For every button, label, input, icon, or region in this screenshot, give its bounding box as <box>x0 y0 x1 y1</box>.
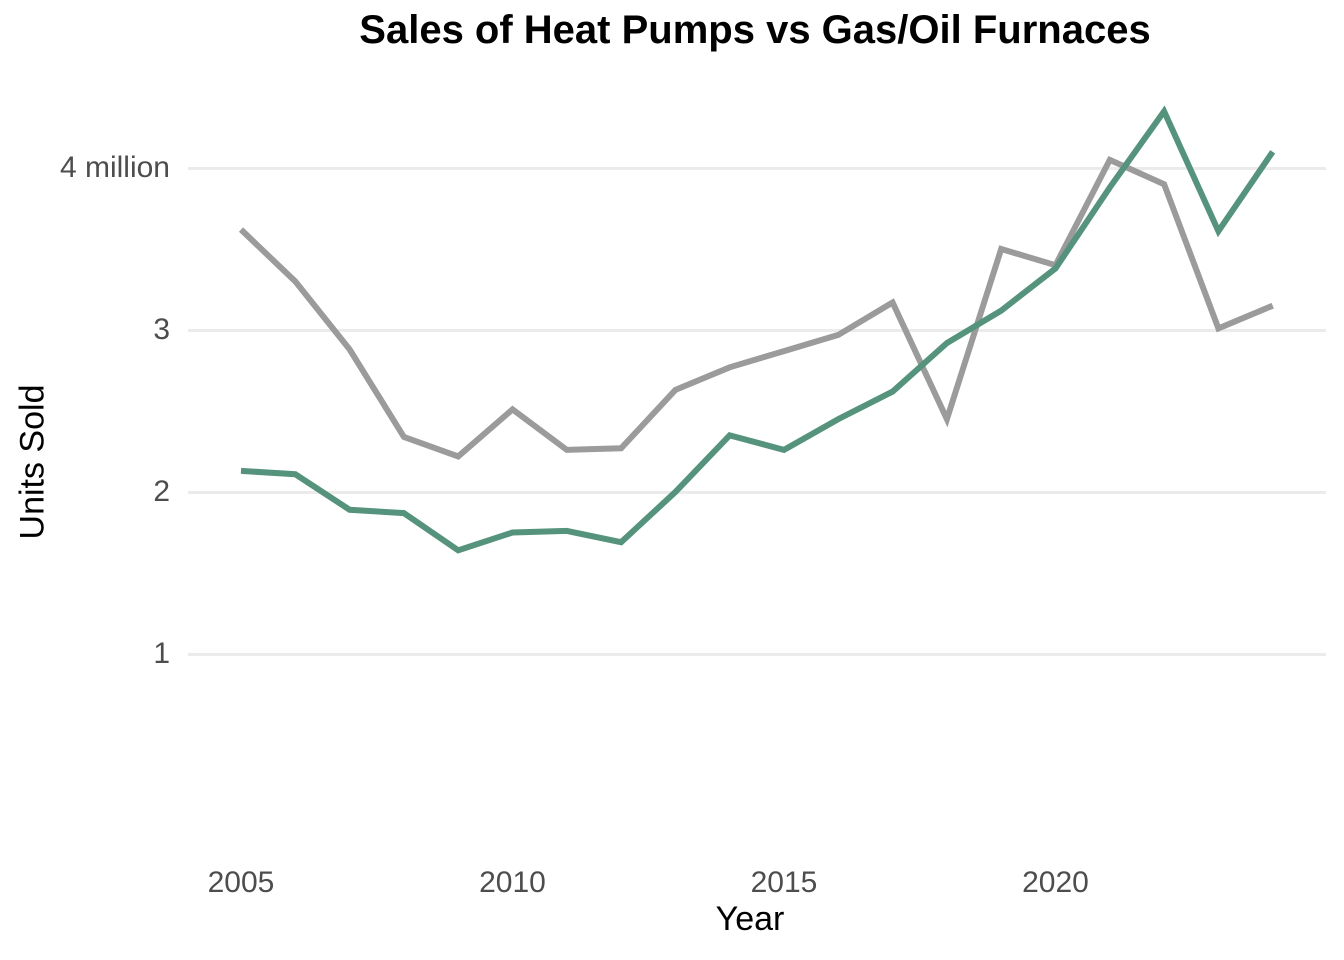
x-tick-label: 2020 <box>1022 866 1089 899</box>
y-tick-label: 1 <box>153 637 170 670</box>
gridline-y-1 <box>188 652 1326 656</box>
x-tick-label: 2010 <box>479 866 546 899</box>
y-tick-label: 2 <box>153 475 170 508</box>
gridline-y-4 <box>188 166 1326 170</box>
y-tick-label: 3 <box>153 313 170 346</box>
x-tick-label: 2005 <box>207 866 275 899</box>
x-axis-title: Year <box>715 900 785 938</box>
chart-title: Sales of Heat Pumps vs Gas/Oil Furnaces <box>359 8 1151 52</box>
gas-oil-furnaces-line <box>238 156 1274 460</box>
x-tick-label: 2015 <box>750 866 818 899</box>
gridline-y-2 <box>188 490 1326 494</box>
y-tick-label: 4 million <box>59 151 170 184</box>
y-axis-title: Units Sold <box>13 384 52 540</box>
gridline-y-3 <box>188 328 1326 332</box>
